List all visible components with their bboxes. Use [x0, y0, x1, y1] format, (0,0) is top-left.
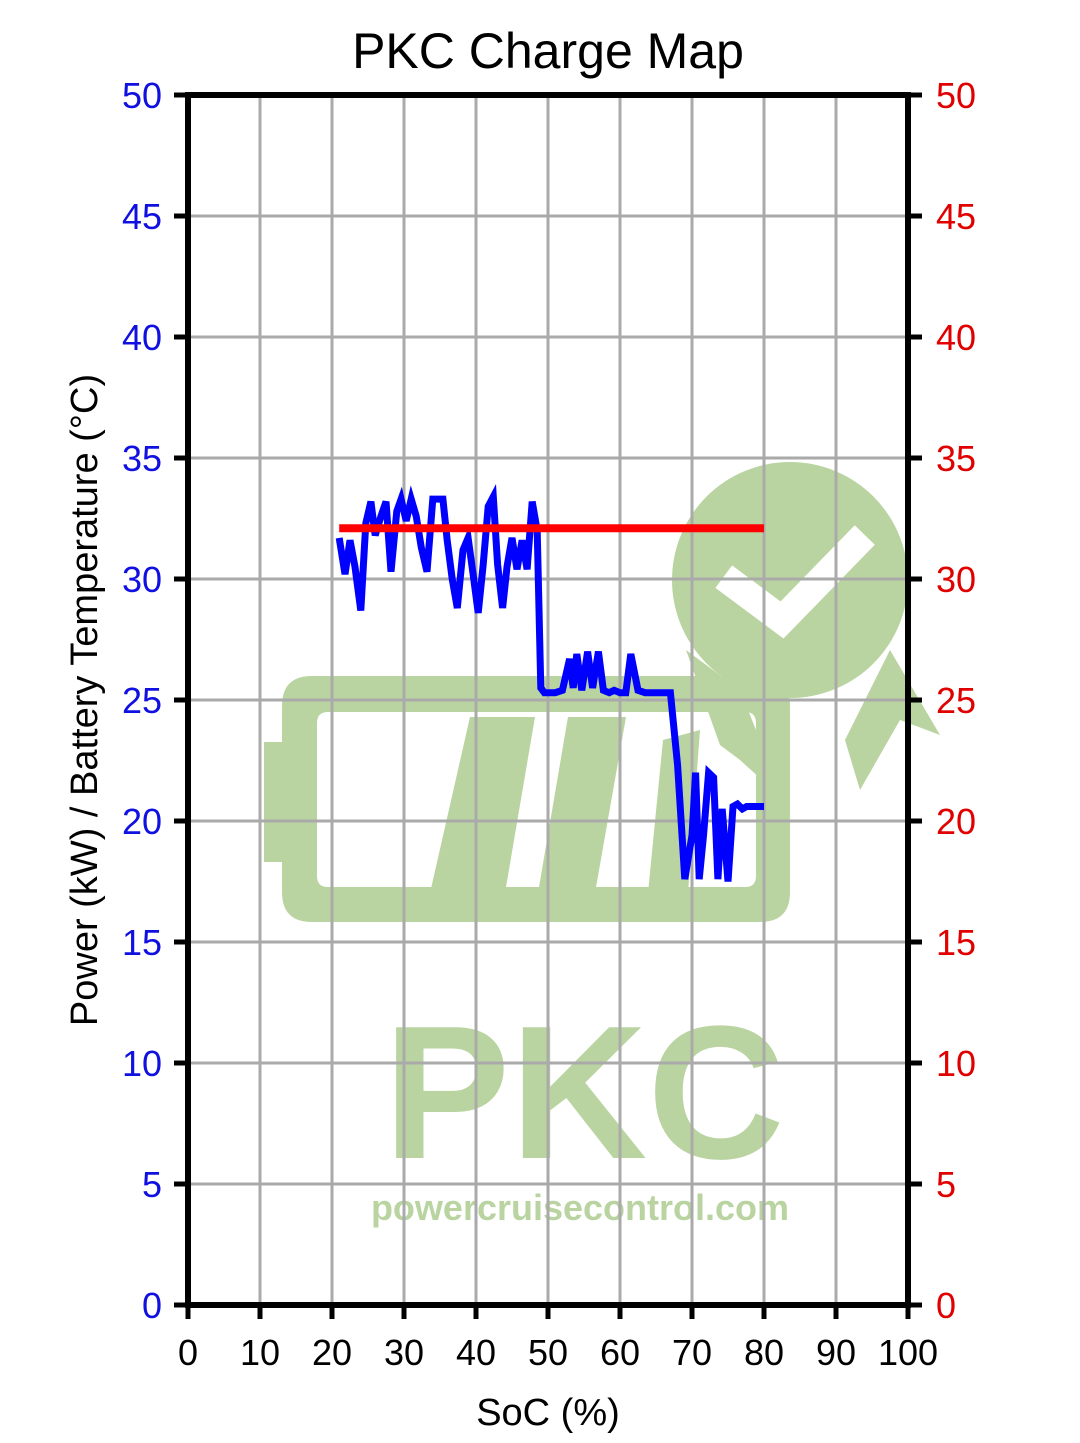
left-tick-label-5: 5 [142, 1164, 162, 1205]
x-tick-label-90: 90 [816, 1332, 856, 1373]
x-tick-label-70: 70 [672, 1332, 712, 1373]
left-tick-label-45: 45 [122, 196, 162, 237]
right-tick-label-5: 5 [936, 1164, 956, 1205]
x-tick-label-10: 10 [240, 1332, 280, 1373]
right-tick-label-45: 45 [936, 196, 976, 237]
grid-lines [186, 93, 910, 1307]
series-line-power [335, 484, 764, 882]
watermark-url: powercruisecontrol.com [371, 1187, 789, 1228]
right-tick-label-0: 0 [936, 1285, 956, 1326]
left-tick-label-20: 20 [122, 801, 162, 842]
series-layer [335, 484, 764, 882]
left-tick-labels: 0 5 10 15 20 25 30 35 40 45 50 [122, 75, 162, 1326]
left-tick-label-10: 10 [122, 1043, 162, 1084]
x-axis-title: SoC (%) [476, 1392, 620, 1434]
right-tick-label-25: 25 [936, 680, 976, 721]
x-tick-label-80: 80 [744, 1332, 784, 1373]
left-tick-label-0: 0 [142, 1285, 162, 1326]
left-tick-label-40: 40 [122, 317, 162, 358]
right-tick-label-50: 50 [936, 75, 976, 116]
x-tick-label-0: 0 [178, 1332, 198, 1373]
x-tick-label-30: 30 [384, 1332, 424, 1373]
left-tick-label-25: 25 [122, 680, 162, 721]
y-axis-title: Power (kW) / Battery Temperature (°C) [64, 374, 106, 1026]
left-tick-label-35: 35 [122, 438, 162, 479]
right-tick-label-15: 15 [936, 922, 976, 963]
x-tick-label-20: 20 [312, 1332, 352, 1373]
checkmark-badge-icon [672, 462, 940, 790]
right-tick-label-40: 40 [936, 317, 976, 358]
left-tick-label-30: 30 [122, 559, 162, 600]
right-tick-label-35: 35 [936, 438, 976, 479]
plot-frame [174, 92, 922, 1319]
right-tick-label-20: 20 [936, 801, 976, 842]
right-tick-labels: 0 5 10 15 20 25 30 35 40 45 50 [936, 75, 976, 1326]
left-tick-label-15: 15 [122, 922, 162, 963]
right-tick-label-10: 10 [936, 1043, 976, 1084]
left-tick-label-50: 50 [122, 75, 162, 116]
x-tick-label-50: 50 [528, 1332, 568, 1373]
x-tick-label-60: 60 [600, 1332, 640, 1373]
chart-title: PKC Charge Map [352, 23, 744, 79]
x-tick-labels: 0 10 20 30 40 50 60 70 80 90 100 [178, 1332, 938, 1373]
right-tick-label-30: 30 [936, 559, 976, 600]
watermark-brand: PKC [383, 987, 784, 1199]
pkc-watermark-logo: PKC powercruisecontrol.com [264, 462, 940, 1228]
x-tick-label-100: 100 [878, 1332, 938, 1373]
x-tick-label-40: 40 [456, 1332, 496, 1373]
